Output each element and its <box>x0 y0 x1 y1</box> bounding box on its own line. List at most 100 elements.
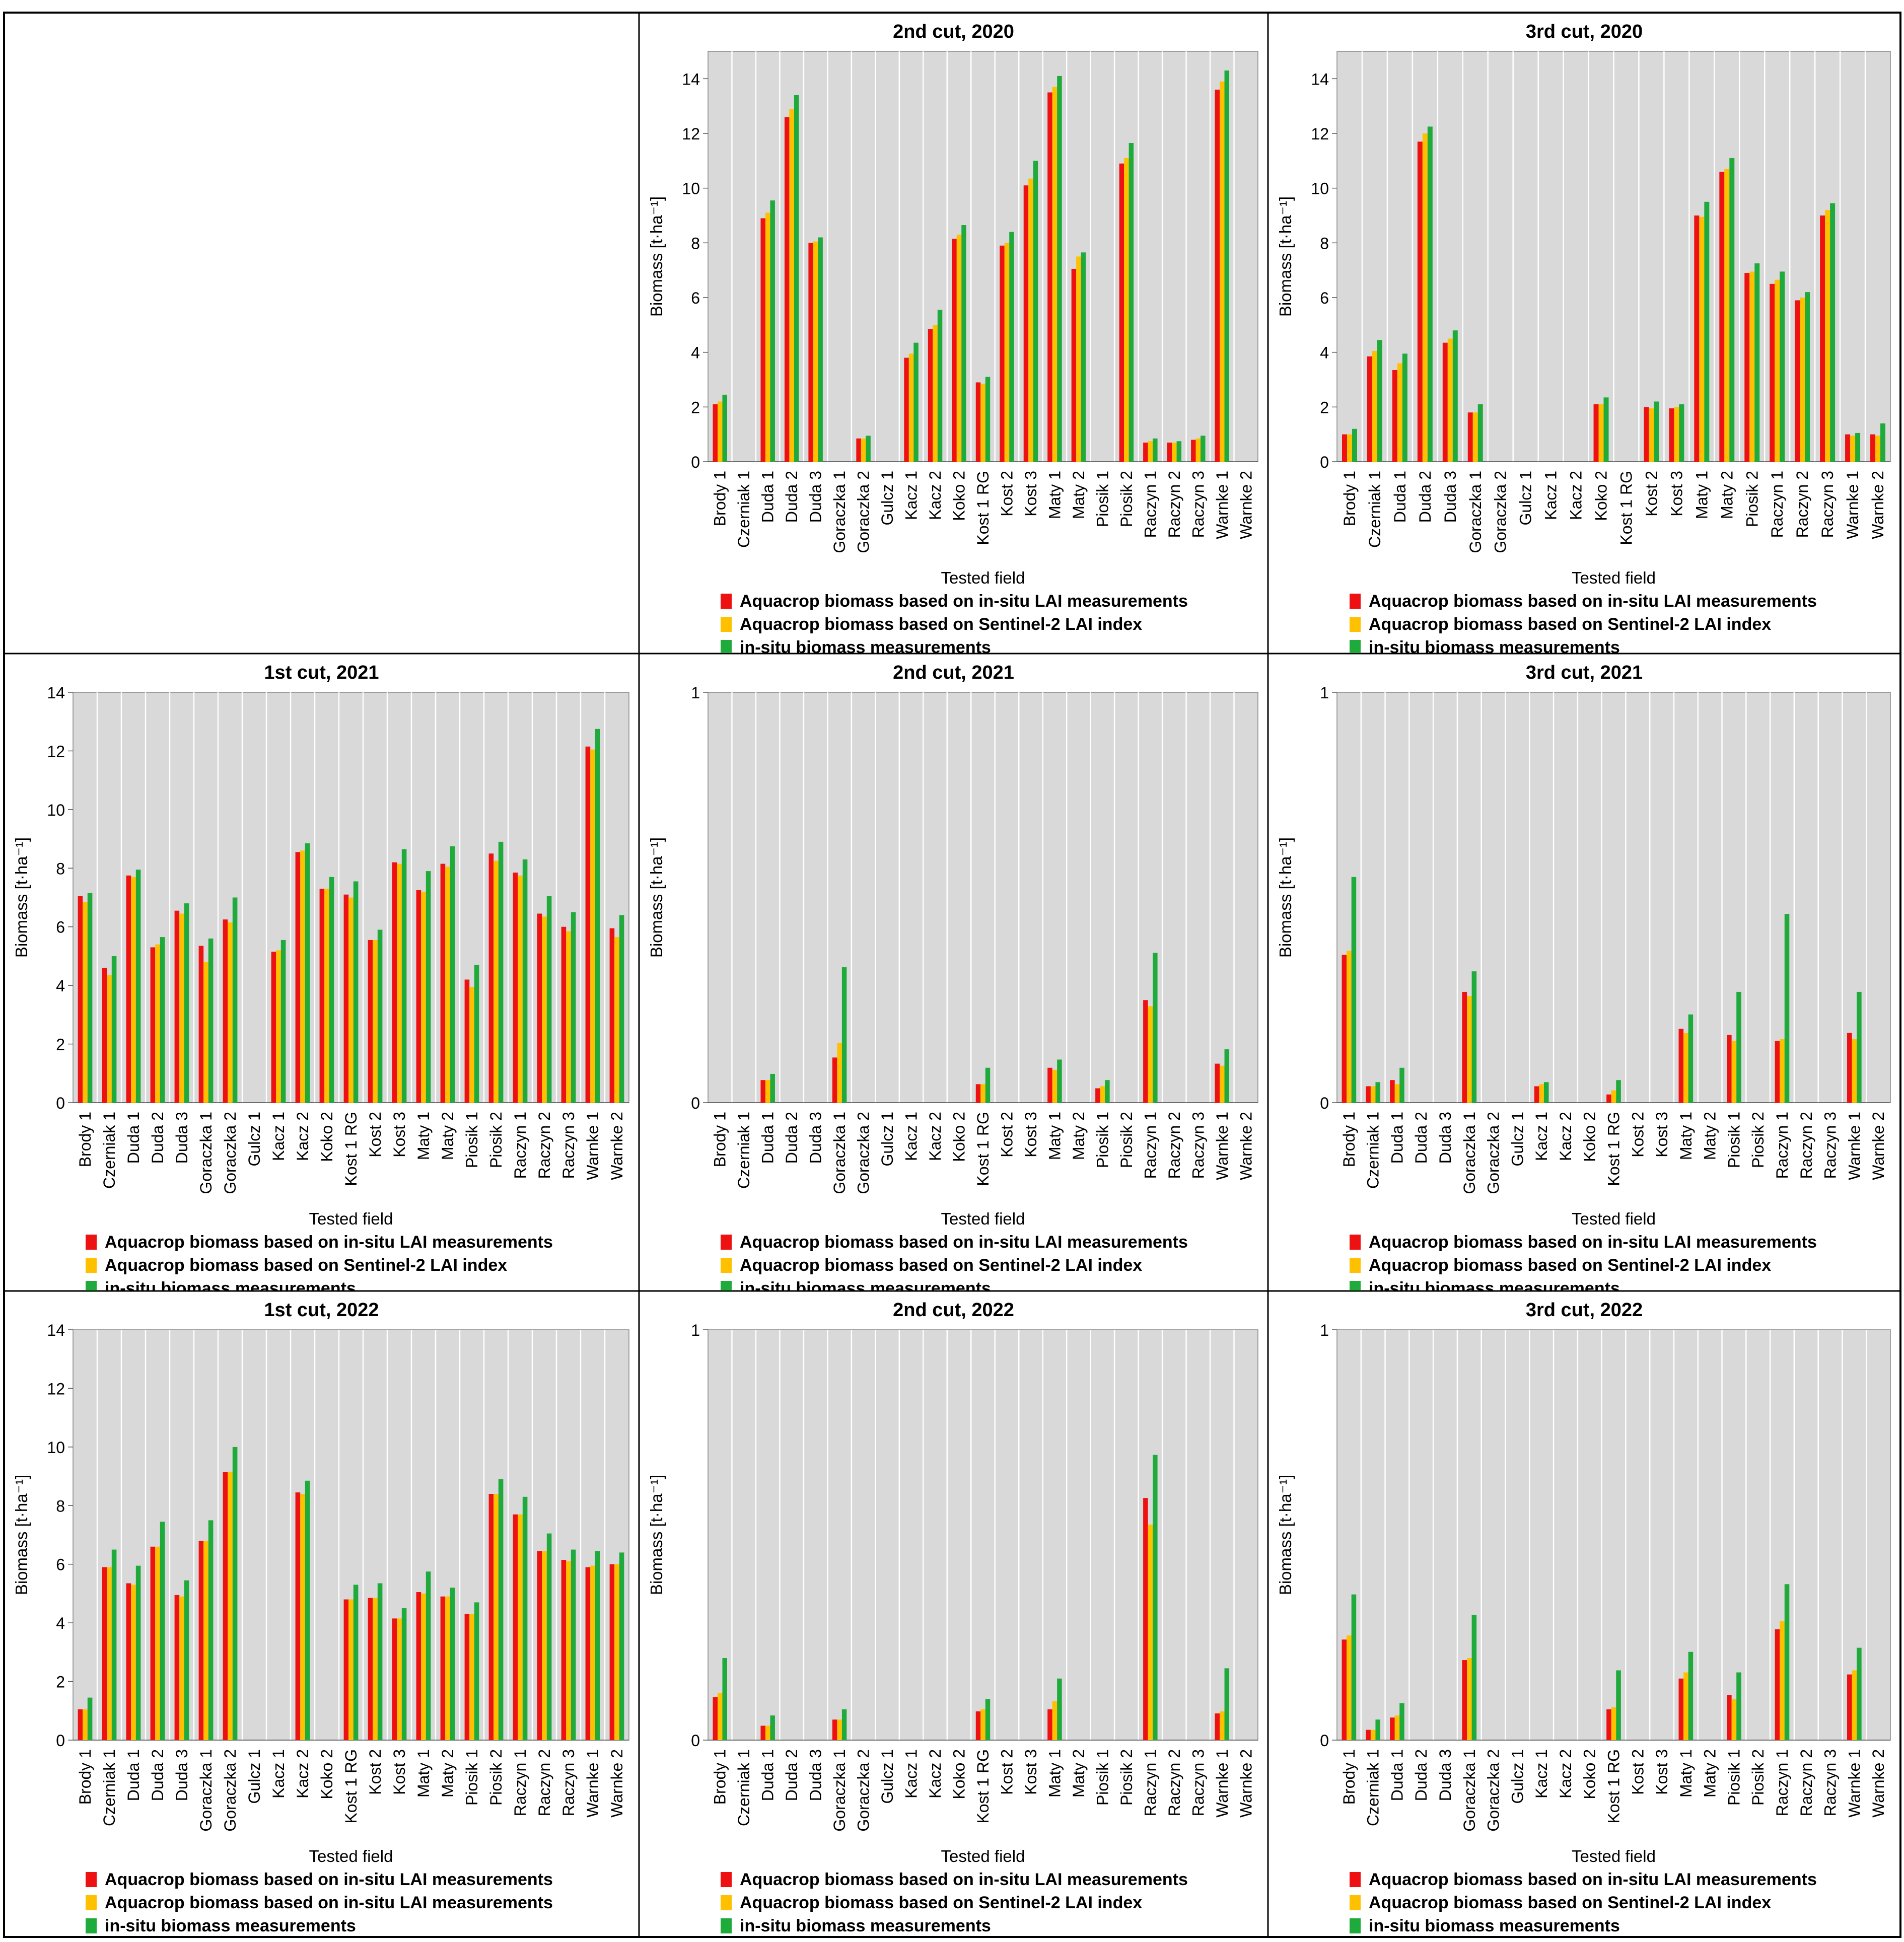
bar-green-maty-1 <box>1688 1651 1694 1740</box>
bar-red-duda-3 <box>808 243 813 462</box>
bar-green-maty-1 <box>1704 201 1710 462</box>
bar-red-raczyn-3 <box>561 926 567 1103</box>
bar-red-czerniak-1 <box>1366 1086 1371 1103</box>
bar-yellow-maty-2 <box>1076 256 1081 462</box>
x-tick-label: Warnke 2 <box>1869 1749 1887 1818</box>
bar-green-piosik-1 <box>1736 1672 1741 1740</box>
bar-green-raczyn-1 <box>1153 438 1158 462</box>
bar-green-kost-3 <box>401 1608 407 1740</box>
bar-red-czerniak-1 <box>1366 1730 1371 1740</box>
bar-red-duda-1 <box>1390 1717 1395 1740</box>
bar-green-kost-3 <box>1679 404 1684 462</box>
bar-green-duda-1 <box>770 200 775 462</box>
y-tick-label: 12 <box>682 125 700 143</box>
x-tick-label: Kacz 1 <box>902 1749 921 1799</box>
bar-yellow-warnke-2 <box>1875 436 1881 462</box>
x-tick-label: Goraczka 1 <box>830 1112 849 1194</box>
chart-2nd-cut-2021: 2nd cut, 2021 0 1 Brody 1 Czerniak 1 Duda 1 Du… <box>647 662 1258 1290</box>
y-axis-label: Biomass [t·ha⁻¹] <box>647 196 666 317</box>
bar-yellow-warnke-1 <box>1220 1711 1225 1740</box>
bar-green-kost-2 <box>377 929 383 1103</box>
bar-green-kost-3 <box>401 849 407 1103</box>
bar-yellow-kost-2 <box>373 1598 378 1740</box>
bar-yellow-maty-1 <box>1683 1672 1688 1740</box>
bar-red-duda-2 <box>150 1546 156 1740</box>
chart-3rd-cut-2020: 3rd cut, 2020 0 2 4 6 8 10 12 14 Brody 1 Czerniak … <box>1276 21 1891 653</box>
bar-green-maty-2 <box>450 846 455 1103</box>
bar-green-raczyn-2 <box>1805 292 1810 462</box>
bar-red-raczyn-1 <box>1775 1629 1780 1740</box>
x-tick-label: Maty 2 <box>1070 1749 1088 1797</box>
bar-green-duda-3 <box>184 903 189 1103</box>
x-tick-label: Raczyn 1 <box>1141 1112 1159 1179</box>
x-tick-label: Duda 3 <box>1441 471 1459 523</box>
bar-green-kost-1-rg <box>1616 1080 1621 1103</box>
legend-label: Aquacrop biomass based on in-situ LAI me… <box>105 1233 553 1252</box>
bar-yellow-duda-1 <box>765 1080 770 1103</box>
bar-yellow-duda-2 <box>1422 133 1428 462</box>
x-tick-label: Piosik 2 <box>1117 1112 1136 1168</box>
bar-green-kost-1-rg <box>985 1067 991 1103</box>
x-axis-label: Tested field <box>941 1847 1025 1865</box>
y-tick-label: 1 <box>1320 1321 1329 1339</box>
y-tick-label: 1 <box>691 684 700 702</box>
legend-swatch-red <box>86 1872 97 1887</box>
x-tick-label: Brody 1 <box>76 1749 94 1805</box>
bar-yellow-raczyn-2 <box>1172 442 1177 462</box>
bar-yellow-kacz-1 <box>1539 1084 1544 1103</box>
bar-green-czerniak-1 <box>111 1549 117 1740</box>
bar-green-koko-2 <box>329 877 334 1103</box>
x-tick-label: Goraczka 2 <box>1492 471 1510 553</box>
x-tick-label: Piosik 2 <box>1749 1112 1767 1168</box>
bar-red-piosik-1 <box>464 1614 470 1740</box>
x-tick-label: Kost 2 <box>1629 1749 1647 1795</box>
y-tick-label: 0 <box>56 1094 65 1112</box>
bar-red-duda-1 <box>1390 1080 1395 1103</box>
bar-green-kacz-1 <box>913 342 919 462</box>
x-tick-label: Koko 2 <box>318 1749 336 1800</box>
bar-green-duda-3 <box>1452 330 1458 462</box>
x-tick-label: Koko 2 <box>1581 1749 1599 1800</box>
x-tick-label: Czerniak 1 <box>735 471 753 548</box>
x-tick-label: Raczyn 1 <box>1773 1749 1791 1816</box>
bar-yellow-raczyn-3 <box>566 1561 571 1740</box>
bar-red-kost-3 <box>392 862 397 1103</box>
x-tick-label: Kacz 2 <box>1557 1112 1575 1161</box>
x-tick-label: Duda 1 <box>124 1749 143 1801</box>
bar-yellow-warnke-1 <box>1220 81 1225 462</box>
legend-label: in-situ biomass measurements <box>1369 638 1620 653</box>
bar-yellow-raczyn-3 <box>566 931 571 1103</box>
x-tick-label: Kacz 2 <box>926 1112 944 1161</box>
y-tick-label: 0 <box>56 1732 65 1750</box>
bar-green-raczyn-3 <box>571 912 576 1103</box>
bar-green-duda-1 <box>770 1073 775 1103</box>
x-tick-label: Czerniak 1 <box>1364 1749 1382 1826</box>
bar-red-kost-1-rg <box>1606 1709 1611 1740</box>
legend-swatch-red <box>721 1872 732 1887</box>
bar-red-kost-2 <box>368 940 373 1103</box>
y-axis-label: Biomass [t·ha⁻¹] <box>1276 837 1295 958</box>
y-tick-label: 4 <box>691 344 700 362</box>
bar-red-kost-2 <box>1000 245 1005 462</box>
bar-yellow-kost-1-rg <box>1611 1707 1616 1740</box>
bar-green-warnke-1 <box>1855 433 1861 462</box>
bar-green-warnke-2 <box>1880 423 1886 462</box>
x-tick-label: Maty 2 <box>439 1112 457 1160</box>
bar-red-kacz-2 <box>295 852 301 1103</box>
bar-green-warnke-1 <box>595 729 600 1103</box>
bar-green-kost-2 <box>377 1583 383 1740</box>
bar-green-brody-1 <box>1352 428 1357 462</box>
y-tick-label: 12 <box>47 742 65 760</box>
bar-green-goraczka-2 <box>232 1447 238 1740</box>
bar-green-czerniak-1 <box>111 956 117 1103</box>
bar-green-duda-3 <box>818 237 823 462</box>
bar-red-kost-2 <box>368 1598 373 1740</box>
x-tick-label: Gulcz 1 <box>245 1112 263 1166</box>
bar-green-piosik-2 <box>498 1479 504 1740</box>
bar-yellow-kost-1-rg <box>348 897 354 1103</box>
bar-green-maty-2 <box>1081 252 1086 462</box>
bar-yellow-raczyn-1 <box>1148 1006 1153 1103</box>
x-tick-label: Koko 2 <box>318 1112 336 1162</box>
x-tick-label: Maty 1 <box>414 1749 433 1797</box>
bar-green-raczyn-1 <box>1780 271 1785 462</box>
